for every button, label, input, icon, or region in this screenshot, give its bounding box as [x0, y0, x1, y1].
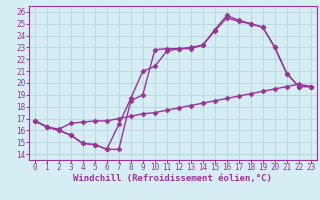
X-axis label: Windchill (Refroidissement éolien,°C): Windchill (Refroidissement éolien,°C) — [73, 174, 272, 183]
